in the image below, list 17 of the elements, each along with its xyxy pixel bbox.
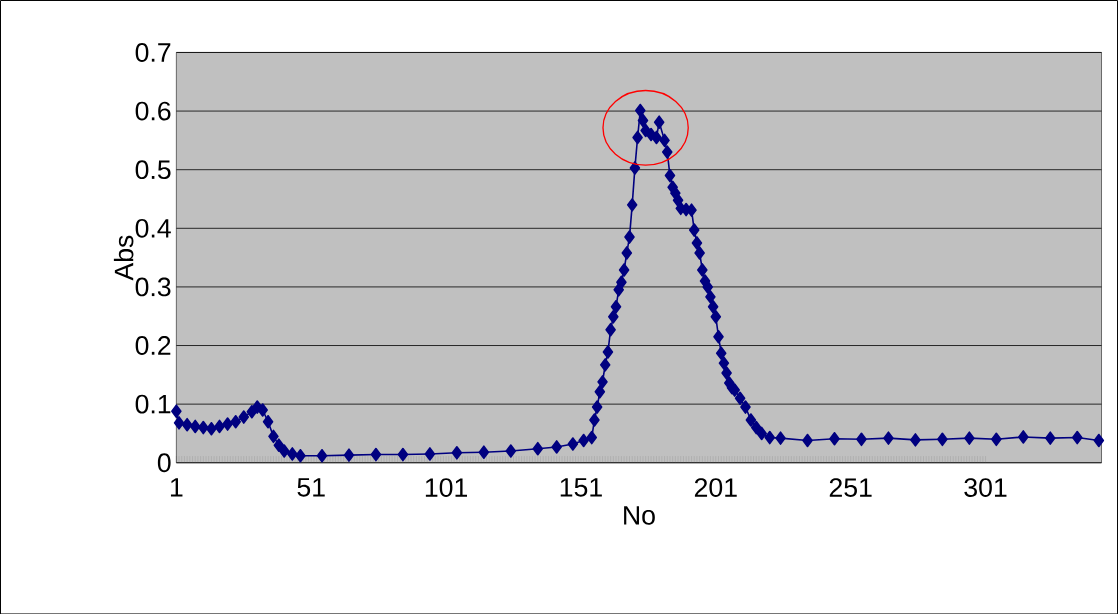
y-axis-title: Abs (113, 235, 134, 281)
y-tick-label: 0.1 (135, 394, 171, 414)
x-tick-label: 251 (829, 477, 872, 497)
x-tick-label: 301 (964, 477, 1007, 497)
y-tick-label: 0.4 (135, 218, 171, 238)
y-tick-label: 0.5 (135, 160, 171, 179)
y-tick-label: 0.6 (135, 101, 171, 121)
y-tick-label: 0.2 (135, 335, 171, 355)
x-tick-label: 51 (297, 477, 325, 497)
x-tick-label: 1 (170, 477, 183, 497)
y-tick-label: 0.3 (135, 277, 171, 297)
x-tick-label: 151 (560, 477, 602, 497)
y-tick-label: 0 (157, 453, 171, 472)
x-tick-label: 201 (694, 477, 737, 497)
x-axis-title: No (624, 505, 655, 525)
y-tick-label: 0.7 (135, 42, 171, 62)
x-tick-label: 101 (425, 477, 467, 497)
